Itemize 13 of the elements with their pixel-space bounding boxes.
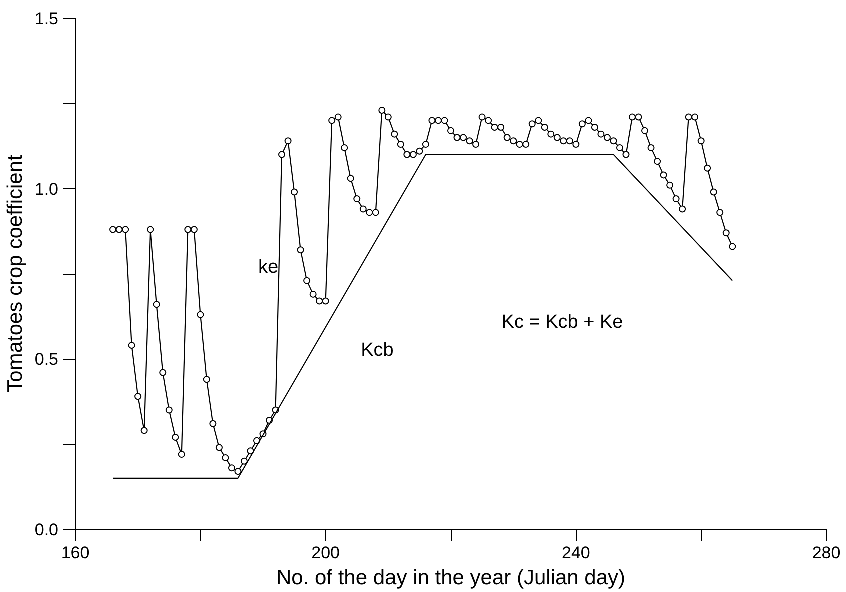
y-tick-label: 0.5 (34, 350, 59, 370)
x-axis-title: No. of the day in the year (Julian day) (276, 566, 626, 590)
x-tick-label: 280 (812, 544, 841, 562)
annotation: Kcb (361, 340, 394, 361)
annotation: Kc = Kcb + Ke (502, 312, 624, 333)
y-tick-label: 1.0 (34, 180, 59, 199)
y-tick-label: 0.0 (34, 520, 59, 540)
y-axis-title: Tomatoes crop coefficient (4, 154, 27, 393)
x-tick-label: 240 (562, 544, 590, 562)
x-tick-label: 200 (312, 544, 340, 562)
annotation: ke (258, 257, 279, 278)
y-tick-label: 1.5 (34, 10, 59, 28)
x-tick-label: 160 (61, 544, 90, 562)
